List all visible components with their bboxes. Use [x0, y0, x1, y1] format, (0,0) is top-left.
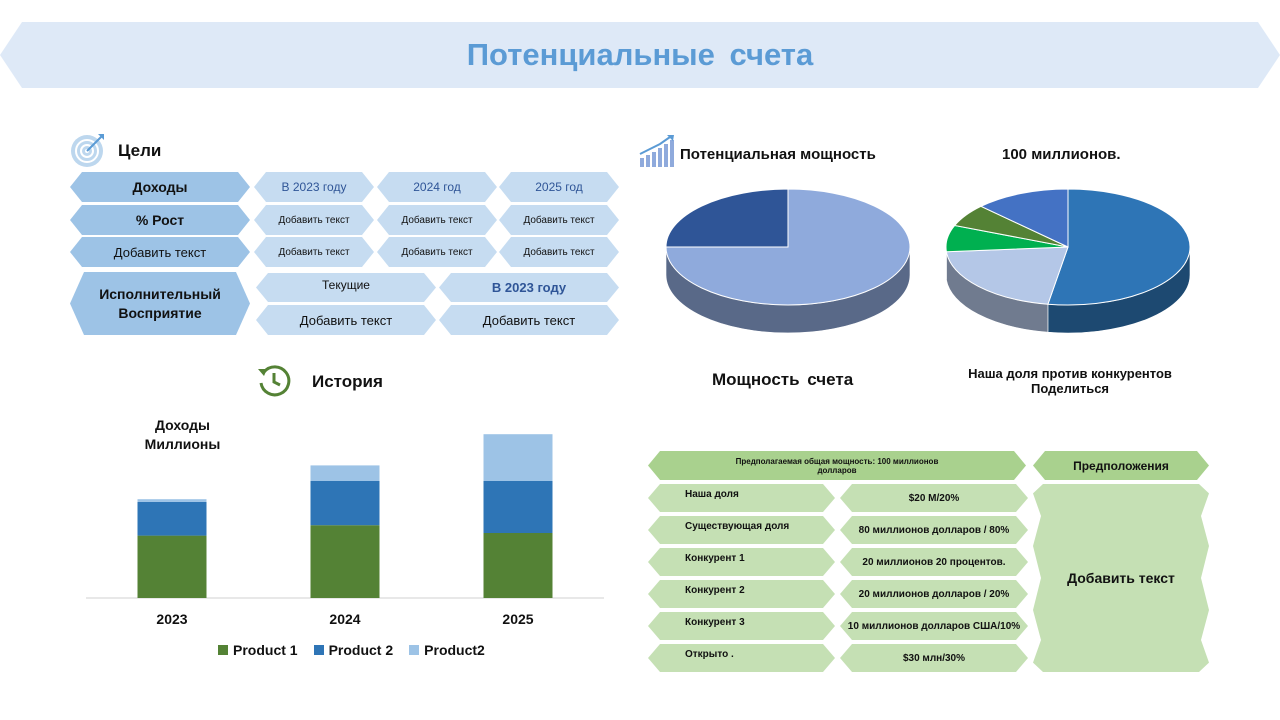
table-row-label: Существующая доля: [648, 516, 835, 544]
goals-row-label: Добавить текст: [70, 237, 250, 267]
executive-year-value: Добавить текст: [439, 305, 619, 335]
pie-slice: [1047, 188, 1191, 306]
bar-product-1-2023: [137, 535, 207, 598]
growth-chart-icon: [638, 134, 676, 168]
history-bar-chart: 2023 2024 2025: [86, 434, 604, 627]
potential-pie-chart: [665, 188, 911, 334]
table-row-value: $30 млн/30%: [840, 644, 1028, 672]
legend-label: Product 2: [328, 642, 394, 658]
legend-item: Product 2: [313, 642, 394, 658]
x-tick-label: 2024: [329, 611, 360, 627]
history-chart-title: Доходы Миллионы: [144, 417, 221, 452]
table-row-label: Конкурент 1: [648, 548, 835, 576]
assumptions-text: Добавить текст: [1033, 484, 1209, 672]
goals-cell: Добавить текст: [254, 205, 374, 235]
goals-cell: В 2023 году: [254, 172, 374, 202]
history-legend: Product 1 Product 2 Product2: [218, 642, 501, 658]
legend-swatch: [313, 645, 324, 655]
executive-perception-label: Исполнительный Восприятие: [70, 272, 250, 335]
legend-swatch: [218, 645, 228, 655]
pie-slice: [945, 246, 1069, 305]
potential-caption: Мощность счета: [712, 370, 854, 389]
pie-slice: [665, 188, 789, 248]
page-title: Потенциальные счета: [466, 37, 814, 72]
target-icon: [70, 132, 106, 168]
executive-current-header: Текущие: [256, 273, 436, 302]
table-row-label: Конкурент 2: [648, 580, 835, 608]
bar-product2-2024: [310, 465, 380, 481]
executive-current-value: Добавить текст: [256, 305, 436, 335]
bar-product-1-2024: [310, 525, 380, 598]
goals-row-label: % Рост: [70, 205, 250, 235]
legend-label: Product2: [424, 642, 485, 658]
title-banner: [0, 22, 1280, 88]
bar-product-2-2024: [310, 481, 380, 526]
goals-cell: Добавить текст: [499, 237, 619, 267]
table-row-value: 80 миллионов долларов / 80%: [840, 516, 1028, 544]
table-row-value: 10 миллионов долларов США/10%: [840, 612, 1028, 640]
x-tick-label: 2023: [156, 611, 187, 627]
pie-slice: [979, 188, 1069, 248]
bar-product-1-2025: [483, 533, 553, 598]
goals-cell: Добавить текст: [499, 205, 619, 235]
potential-heading: Потенциальная мощность: [680, 146, 876, 163]
legend-item: Product 1: [218, 642, 298, 658]
share-caption: Наша доля против конкурентов Поделиться: [968, 366, 1172, 396]
legend-swatch: [409, 645, 420, 655]
goals-cell: Добавить текст: [377, 237, 497, 267]
goals-cell: 2024 год: [377, 172, 497, 202]
table-row-label: Конкурент 3: [648, 612, 835, 640]
table-row-label: Наша доля: [648, 484, 835, 512]
bar-product-2-2025: [483, 481, 553, 533]
goals-row-label: Доходы: [70, 172, 250, 202]
bar-product-2-2023: [137, 501, 207, 536]
x-tick-label: 2025: [502, 611, 533, 627]
goals-cell: Добавить текст: [254, 237, 374, 267]
share-heading: 100 миллионов.: [1002, 146, 1121, 163]
goals-heading: Цели: [118, 141, 162, 160]
goals-cell: Добавить текст: [377, 205, 497, 235]
assumptions-header: Предположения: [1033, 451, 1209, 480]
table-row-value: 20 миллионов долларов / 20%: [840, 580, 1028, 608]
table-row-value: 20 миллионов 20 процентов.: [840, 548, 1028, 576]
table-row-label: Открыто .: [648, 644, 835, 672]
legend-label: Product 1: [233, 642, 298, 658]
history-clock-icon: [256, 363, 292, 399]
legend-item: Product2: [409, 642, 485, 658]
goals-cell: 2025 год: [499, 172, 619, 202]
bar-product2-2025: [483, 434, 553, 481]
bar-product2-2023: [137, 499, 207, 502]
share-pie-chart: [945, 188, 1191, 334]
table-row-value: $20 М/20%: [840, 484, 1028, 512]
history-heading: История: [312, 372, 383, 391]
table-header: Предполагаемая общая мощность: 100 милли…: [648, 451, 1026, 480]
executive-year-header: В 2023 году: [439, 273, 619, 302]
